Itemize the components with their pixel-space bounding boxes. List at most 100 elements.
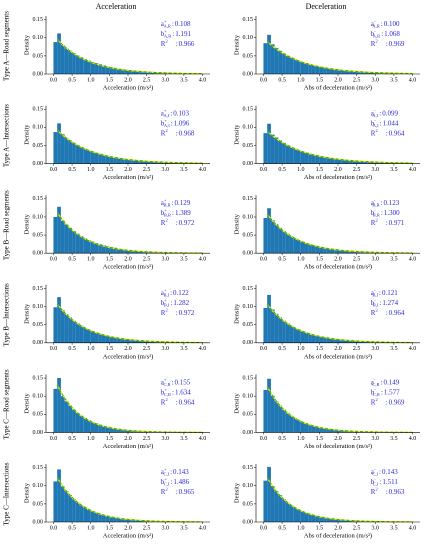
bar bbox=[330, 429, 335, 433]
x-tick-label: 3.0 bbox=[372, 436, 380, 442]
x-tick-label: 0.5 bbox=[278, 257, 286, 263]
bar bbox=[300, 151, 305, 164]
y-tick-label: 0.10 bbox=[243, 35, 254, 41]
annotation: b+ C,R:1.634 bbox=[161, 387, 191, 398]
x-tick-label: 3.5 bbox=[390, 167, 398, 173]
bar bbox=[135, 340, 140, 343]
x-tick-label: 3.0 bbox=[162, 525, 170, 531]
x-axis-label: Abs of deceleration (m/s²) bbox=[304, 532, 372, 539]
y-tick-label: 0.05 bbox=[243, 232, 254, 238]
bar bbox=[98, 153, 102, 164]
annotation-symbol: b bbox=[161, 388, 165, 396]
bar bbox=[146, 161, 151, 164]
y-tick-label: 0.15 bbox=[243, 196, 254, 202]
bar bbox=[101, 515, 106, 522]
x-tick-label: 4.0 bbox=[409, 436, 417, 442]
bar bbox=[60, 486, 65, 522]
bar bbox=[382, 162, 387, 164]
x-tick-label: 0.5 bbox=[278, 167, 286, 173]
bar bbox=[371, 162, 376, 164]
bar bbox=[300, 241, 305, 254]
bar bbox=[142, 340, 147, 343]
x-tick-label: 3.0 bbox=[372, 257, 380, 263]
annotation: R2:0.964 bbox=[161, 397, 195, 406]
x-tick-label: 2.0 bbox=[334, 346, 342, 352]
bar bbox=[315, 155, 320, 164]
x-tick-label: 4.0 bbox=[409, 525, 417, 531]
bar bbox=[334, 159, 338, 164]
annotation-symbol: a bbox=[161, 109, 165, 117]
bar bbox=[293, 59, 297, 74]
bar bbox=[128, 519, 132, 522]
bar bbox=[72, 409, 76, 433]
annotation-symbol: R bbox=[161, 129, 166, 137]
y-tick-label: 0.05 bbox=[243, 143, 254, 149]
annotation-sub: A,I bbox=[372, 113, 378, 119]
bar bbox=[139, 520, 143, 522]
bar bbox=[68, 140, 73, 164]
bar bbox=[285, 233, 290, 254]
bar bbox=[60, 220, 65, 254]
annotation-symbol: a bbox=[161, 199, 165, 207]
annotation-symbol: a bbox=[161, 378, 165, 386]
bar bbox=[53, 307, 58, 343]
x-axis-label: Abs of deceleration (m/s²) bbox=[304, 353, 372, 360]
y-tick-label: 0.00 bbox=[243, 251, 254, 257]
annotation-value: 0.100 bbox=[384, 20, 400, 28]
bar bbox=[360, 251, 365, 254]
y-axis-label: Density bbox=[23, 213, 30, 234]
bar bbox=[124, 159, 128, 164]
annotation-sup: - bbox=[374, 108, 376, 113]
bar bbox=[83, 59, 87, 74]
annotation: a-C,R:0.149 bbox=[371, 377, 400, 388]
bar bbox=[274, 313, 279, 343]
bar bbox=[64, 314, 69, 343]
bar bbox=[131, 159, 136, 164]
annotation: a-B,R:0.123 bbox=[371, 198, 400, 209]
y-tick-label: 0.15 bbox=[243, 286, 254, 292]
bar bbox=[131, 250, 136, 254]
bar bbox=[128, 70, 132, 74]
y-tick-label: 0.15 bbox=[33, 375, 44, 381]
bar bbox=[79, 505, 84, 522]
annotation: a+ B,I:0.122 bbox=[161, 287, 189, 298]
annotation-sub: B,I bbox=[373, 302, 379, 308]
bar bbox=[109, 67, 114, 74]
bar bbox=[334, 339, 338, 343]
annotation-sep: : bbox=[380, 119, 382, 127]
y-tick-label: 0.15 bbox=[33, 196, 44, 202]
annotation-sub: A,R bbox=[163, 24, 170, 30]
x-tick-label: 1.5 bbox=[106, 167, 114, 173]
y-tick-label: 0.15 bbox=[243, 17, 254, 23]
bar bbox=[319, 336, 324, 343]
bar bbox=[113, 67, 117, 74]
x-tick-label: 0.0 bbox=[260, 525, 268, 531]
bar bbox=[57, 123, 61, 164]
bar bbox=[356, 71, 361, 74]
annotation: R2:0.964 bbox=[371, 128, 405, 137]
bar bbox=[323, 518, 327, 522]
bar bbox=[135, 250, 140, 254]
bar bbox=[356, 161, 361, 164]
bar bbox=[72, 320, 76, 343]
annotation-value: 0.968 bbox=[179, 129, 195, 137]
annotation-value: 0.099 bbox=[382, 109, 398, 117]
bar bbox=[90, 511, 95, 522]
annotation-value: 0.964 bbox=[389, 308, 405, 316]
bar bbox=[157, 161, 162, 164]
annotation-sep: : bbox=[172, 209, 174, 217]
bar bbox=[75, 233, 80, 254]
bar bbox=[105, 66, 110, 74]
bar bbox=[263, 133, 268, 164]
annotation: R2:0.971 bbox=[371, 218, 405, 227]
bar bbox=[101, 334, 106, 343]
bar bbox=[274, 137, 279, 164]
bar bbox=[315, 516, 320, 522]
bar bbox=[349, 251, 353, 254]
bar bbox=[142, 161, 147, 164]
bar bbox=[120, 158, 125, 164]
x-tick-label: 3.0 bbox=[162, 346, 170, 352]
annotation-sep: : bbox=[386, 488, 388, 496]
bar bbox=[83, 417, 87, 433]
